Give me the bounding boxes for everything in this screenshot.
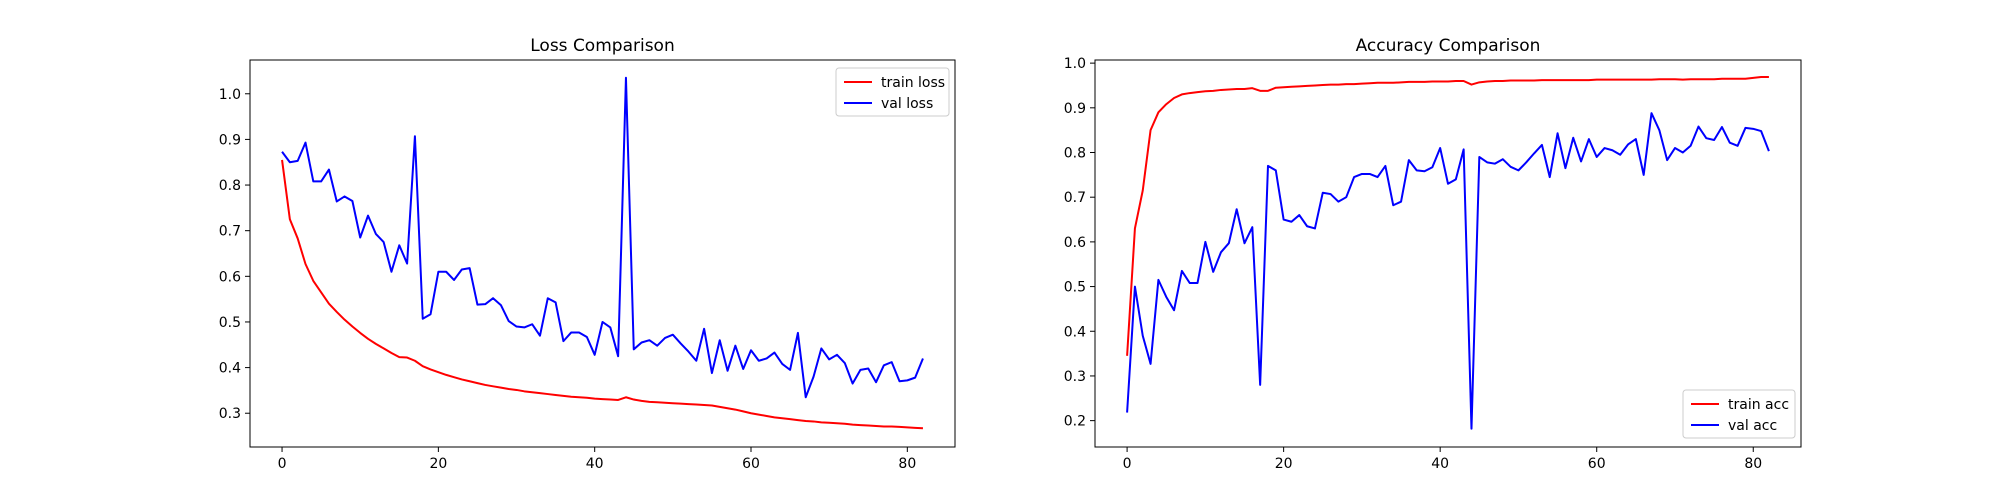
x-tick-label: 0 <box>278 456 287 472</box>
y-tick-label: 0.4 <box>1064 324 1086 340</box>
x-tick-label: 60 <box>1588 456 1606 472</box>
legend: train acc val acc <box>1682 389 1796 439</box>
y-tick-label: 0.8 <box>219 178 241 194</box>
y-tick-label: 0.7 <box>1064 190 1086 206</box>
y-tick-label: 0.5 <box>1064 280 1086 296</box>
plot-frame <box>1094 59 1802 448</box>
y-tick-label: 1.0 <box>1064 56 1086 72</box>
x-tick-label: 40 <box>1431 456 1449 472</box>
y-tick-label: 0.4 <box>219 361 241 377</box>
x-tick-label: 40 <box>586 456 604 472</box>
chart-title: Loss Comparison <box>530 36 674 56</box>
x-tick-label: 0 <box>1123 456 1132 472</box>
legend-label: train acc <box>1728 397 1789 413</box>
chart-1: Loss Comparison 0 20 40 60 80 0.3 0.4 0.5 0.6 0.7 0… <box>219 36 956 472</box>
y-tick-label: 0.5 <box>219 315 241 331</box>
y-tick-label: 0.7 <box>219 224 241 240</box>
y-tick-label: 1.0 <box>219 87 241 103</box>
y-tick-label: 0.2 <box>1064 414 1086 430</box>
y-tick-label: 0.8 <box>1064 146 1086 162</box>
legend-label: val loss <box>881 96 933 112</box>
x-tick-label: 20 <box>1275 456 1293 472</box>
y-tick-label: 0.3 <box>219 406 241 422</box>
chart-title: Accuracy Comparison <box>1356 36 1541 56</box>
x-tick-label: 60 <box>742 456 760 472</box>
x-tick-label: 80 <box>898 456 916 472</box>
chart-2: Accuracy Comparison 0 20 40 60 80 0.2 0.3 0.4 0.5… <box>1064 36 1802 472</box>
series-line-train-loss <box>281 159 924 430</box>
x-tick-label: 20 <box>429 456 447 472</box>
series-line-val-loss <box>281 76 924 399</box>
series-line-train-acc <box>1126 75 1769 356</box>
series-line-val-acc <box>1126 112 1770 430</box>
legend: train loss val loss <box>835 67 950 117</box>
legend-label: train loss <box>881 75 945 91</box>
y-tick-label: 0.9 <box>1064 101 1086 117</box>
y-tick-label: 0.3 <box>1064 369 1086 385</box>
x-tick-label: 80 <box>1744 456 1762 472</box>
legend-label: val acc <box>1728 418 1777 434</box>
y-tick-label: 0.6 <box>219 269 241 285</box>
plot-frame <box>249 59 956 448</box>
y-tick-label: 0.9 <box>219 132 241 148</box>
y-tick-label: 0.6 <box>1064 235 1086 251</box>
